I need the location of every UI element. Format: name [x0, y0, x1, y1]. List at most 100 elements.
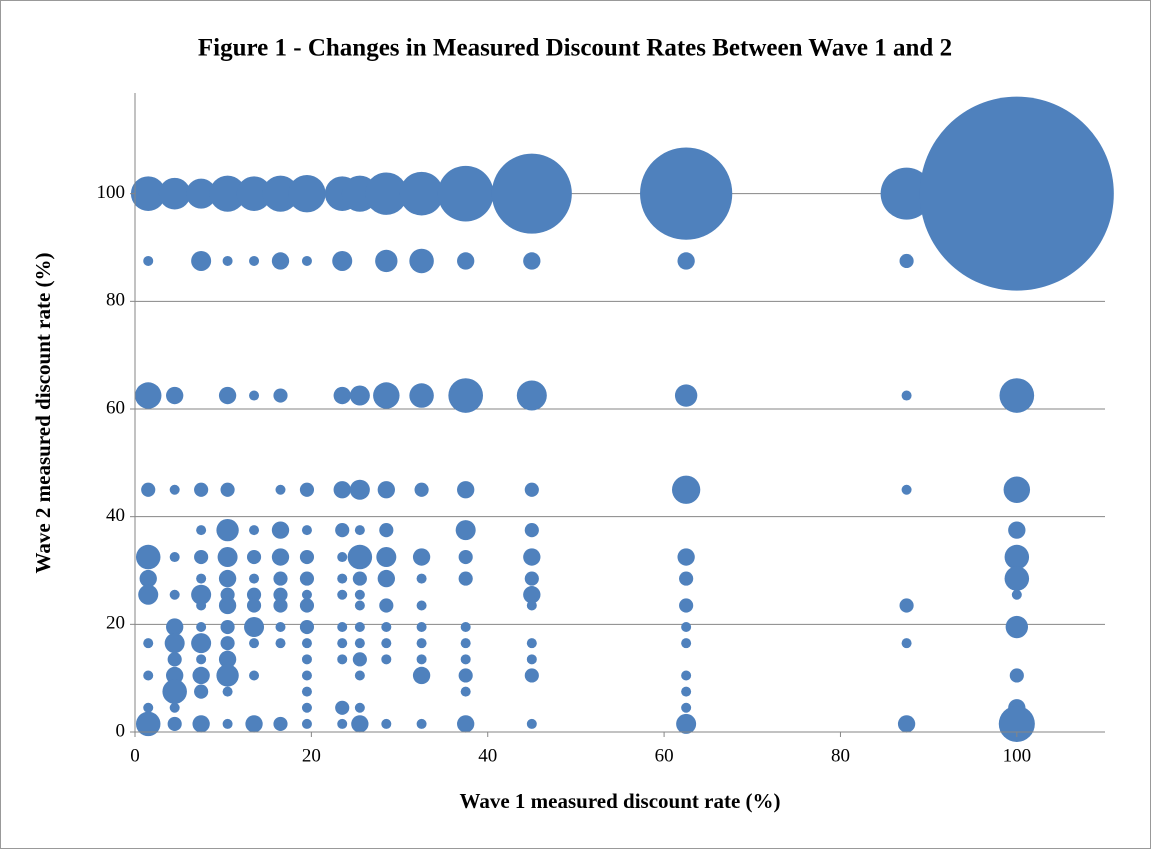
axes: 0 20 40 60 80 100 0 20 40 60 80 100: [97, 93, 1105, 766]
bubble: [273, 716, 288, 731]
bubble: [677, 252, 695, 270]
bubble: [460, 638, 471, 649]
bubble: [526, 654, 537, 665]
bubble: [196, 654, 207, 665]
bubble: [332, 250, 353, 271]
bubble: [349, 479, 370, 500]
bubble: [412, 548, 431, 566]
bubble: [376, 547, 397, 568]
bubble: [143, 255, 154, 266]
bubble: [246, 587, 262, 602]
bubble: [524, 668, 539, 683]
chart-title: Figure 1 - Changes in Measured Discount …: [198, 35, 952, 62]
bubble: [1008, 521, 1026, 539]
bubble: [335, 523, 350, 538]
bubble: [169, 589, 180, 600]
bubble: [143, 670, 154, 681]
bubble: [679, 571, 694, 586]
bubble: [275, 638, 286, 649]
bubble: [218, 386, 237, 405]
bubble: [218, 596, 237, 615]
y-tick-label: 80: [106, 290, 125, 311]
bubble: [354, 589, 365, 600]
bubble: [375, 249, 398, 273]
bubble: [337, 638, 348, 649]
bubble: [679, 598, 694, 613]
bubble: [217, 547, 238, 568]
bubble: [526, 600, 537, 611]
bubble: [273, 587, 288, 602]
bubble: [901, 390, 912, 401]
bubble: [196, 525, 207, 536]
bubble: [273, 388, 288, 403]
bubble: [437, 165, 494, 222]
bubble: [271, 252, 290, 270]
bubble: [377, 569, 395, 588]
bubble: [301, 702, 312, 713]
bubble: [143, 638, 154, 649]
bubble: [222, 686, 233, 697]
bubble: [377, 481, 395, 499]
bubble: [301, 255, 312, 266]
bubble: [381, 638, 392, 649]
bubble: [671, 475, 701, 504]
bubble: [414, 482, 429, 497]
bubble: [167, 716, 182, 731]
bubble: [130, 176, 166, 211]
bubble: [141, 482, 156, 497]
bubble: [381, 654, 392, 665]
bubble: [337, 552, 348, 563]
bubble: [416, 622, 427, 633]
bubble: [249, 638, 260, 649]
bubble: [523, 252, 541, 270]
bubble: [164, 633, 185, 654]
bubble: [299, 619, 315, 635]
bubble: [349, 385, 370, 406]
bubble: [191, 633, 212, 654]
bubble: [166, 666, 184, 685]
bubble: [354, 670, 365, 681]
bubble: [523, 548, 541, 566]
bubble: [381, 622, 392, 633]
bubble: [220, 482, 235, 497]
bubble: [640, 147, 733, 240]
bubble: [196, 600, 207, 611]
bubble: [354, 622, 365, 633]
bubble: [220, 619, 235, 635]
bubble: [354, 600, 365, 611]
bubble: [381, 718, 392, 729]
bubble: [249, 573, 260, 584]
bubble: [299, 598, 315, 613]
bubble: [301, 718, 312, 729]
bubble: [337, 622, 348, 633]
bubble: [416, 573, 427, 584]
bubble: [524, 571, 539, 586]
bubble: [354, 638, 365, 649]
x-tick-label: 40: [478, 745, 497, 766]
bubble: [999, 378, 1035, 413]
bubble: [409, 383, 434, 408]
x-tick-label: 80: [831, 745, 850, 766]
bubble: [209, 175, 246, 212]
bubble: [222, 255, 233, 266]
bubble: [135, 711, 161, 737]
bubble: [337, 718, 348, 729]
y-axis-label: Wave 2 measured discount rate (%): [31, 252, 55, 573]
bubble: [354, 702, 365, 713]
bubble: [897, 715, 916, 733]
bubble: [169, 702, 180, 713]
x-tick-label: 100: [1003, 745, 1032, 766]
bubble: [399, 171, 444, 216]
bubble: [246, 549, 262, 565]
y-tick-label: 20: [106, 613, 125, 634]
bubble: [379, 523, 394, 538]
bubble: [460, 622, 471, 633]
bubble: [191, 584, 212, 605]
bubble: [458, 571, 473, 586]
bubble: [1009, 668, 1024, 683]
bubble: [899, 253, 914, 269]
bubble: [524, 523, 539, 538]
bubble: [526, 718, 537, 729]
bubble: [337, 589, 348, 600]
